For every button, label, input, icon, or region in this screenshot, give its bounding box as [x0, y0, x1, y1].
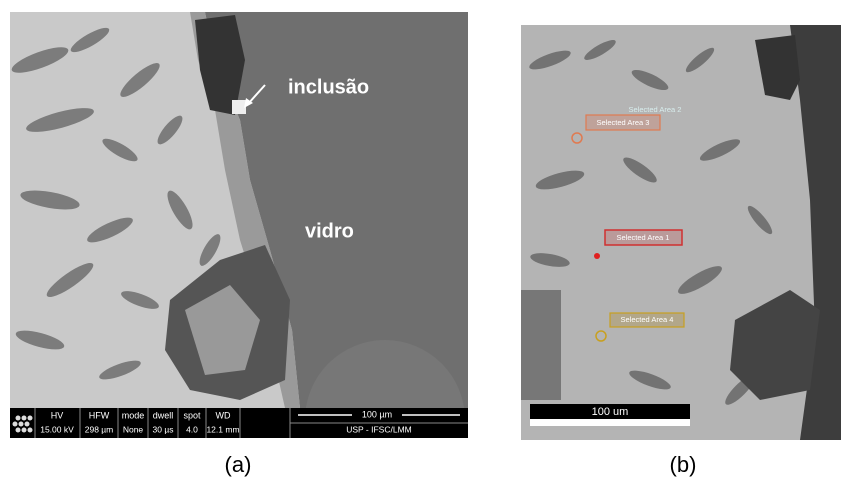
info-value: 4.0	[186, 424, 198, 434]
panel-label: (a)	[225, 452, 252, 477]
area-label: Selected Area 2	[629, 105, 682, 114]
info-bar: HV HFW mode dwell spot WD 15.00 kV 298 µ…	[10, 408, 468, 438]
info-header: dwell	[153, 410, 174, 420]
info-header: mode	[122, 410, 145, 420]
info-header: HFW	[89, 410, 110, 420]
annotation: vidro	[305, 220, 354, 242]
annotation: inclusão	[288, 76, 369, 98]
scale-label: 100 µm	[362, 409, 392, 419]
area-label: Selected Area 1	[617, 233, 670, 242]
info-header: spot	[183, 410, 201, 420]
info-value: None	[123, 424, 144, 434]
panel-label: (b)	[670, 452, 697, 477]
info-value: 15.00 kV	[40, 424, 74, 434]
area-label: Selected Area 4	[621, 315, 674, 324]
info-header: HV	[51, 410, 64, 420]
info-value: 12.1 mm	[206, 424, 239, 434]
info-value: 30 µs	[153, 424, 174, 434]
area-label: Selected Area 3	[597, 118, 650, 127]
info-header: WD	[216, 410, 231, 420]
info-value: 298 µm	[85, 424, 114, 434]
credit: USP - IFSC/LMM	[346, 424, 412, 434]
figure: inclusão vidro HV HFW mode dwell spot WD…	[0, 0, 851, 487]
scale-label: 100 um	[592, 406, 629, 418]
scale-bar: 100 um	[530, 404, 690, 426]
